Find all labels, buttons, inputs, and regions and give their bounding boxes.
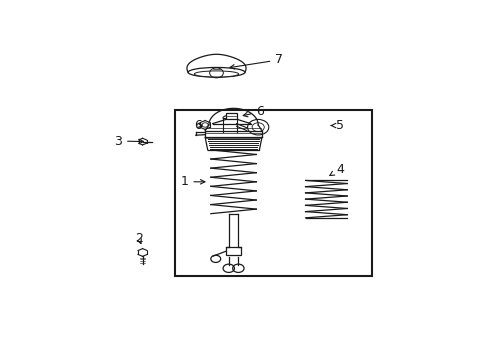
Text: 2: 2 — [135, 233, 142, 246]
Text: 4: 4 — [329, 163, 343, 176]
Text: 1: 1 — [180, 175, 204, 188]
Text: 6: 6 — [194, 119, 202, 132]
Bar — [186, 111, 329, 139]
Bar — [226, 247, 240, 255]
Text: 7: 7 — [229, 53, 283, 69]
Bar — [175, 110, 371, 276]
Text: 6: 6 — [243, 105, 264, 118]
Bar — [225, 113, 237, 120]
Ellipse shape — [194, 71, 238, 77]
Text: 5: 5 — [335, 119, 343, 132]
Text: 3: 3 — [114, 135, 143, 148]
Ellipse shape — [188, 67, 244, 77]
